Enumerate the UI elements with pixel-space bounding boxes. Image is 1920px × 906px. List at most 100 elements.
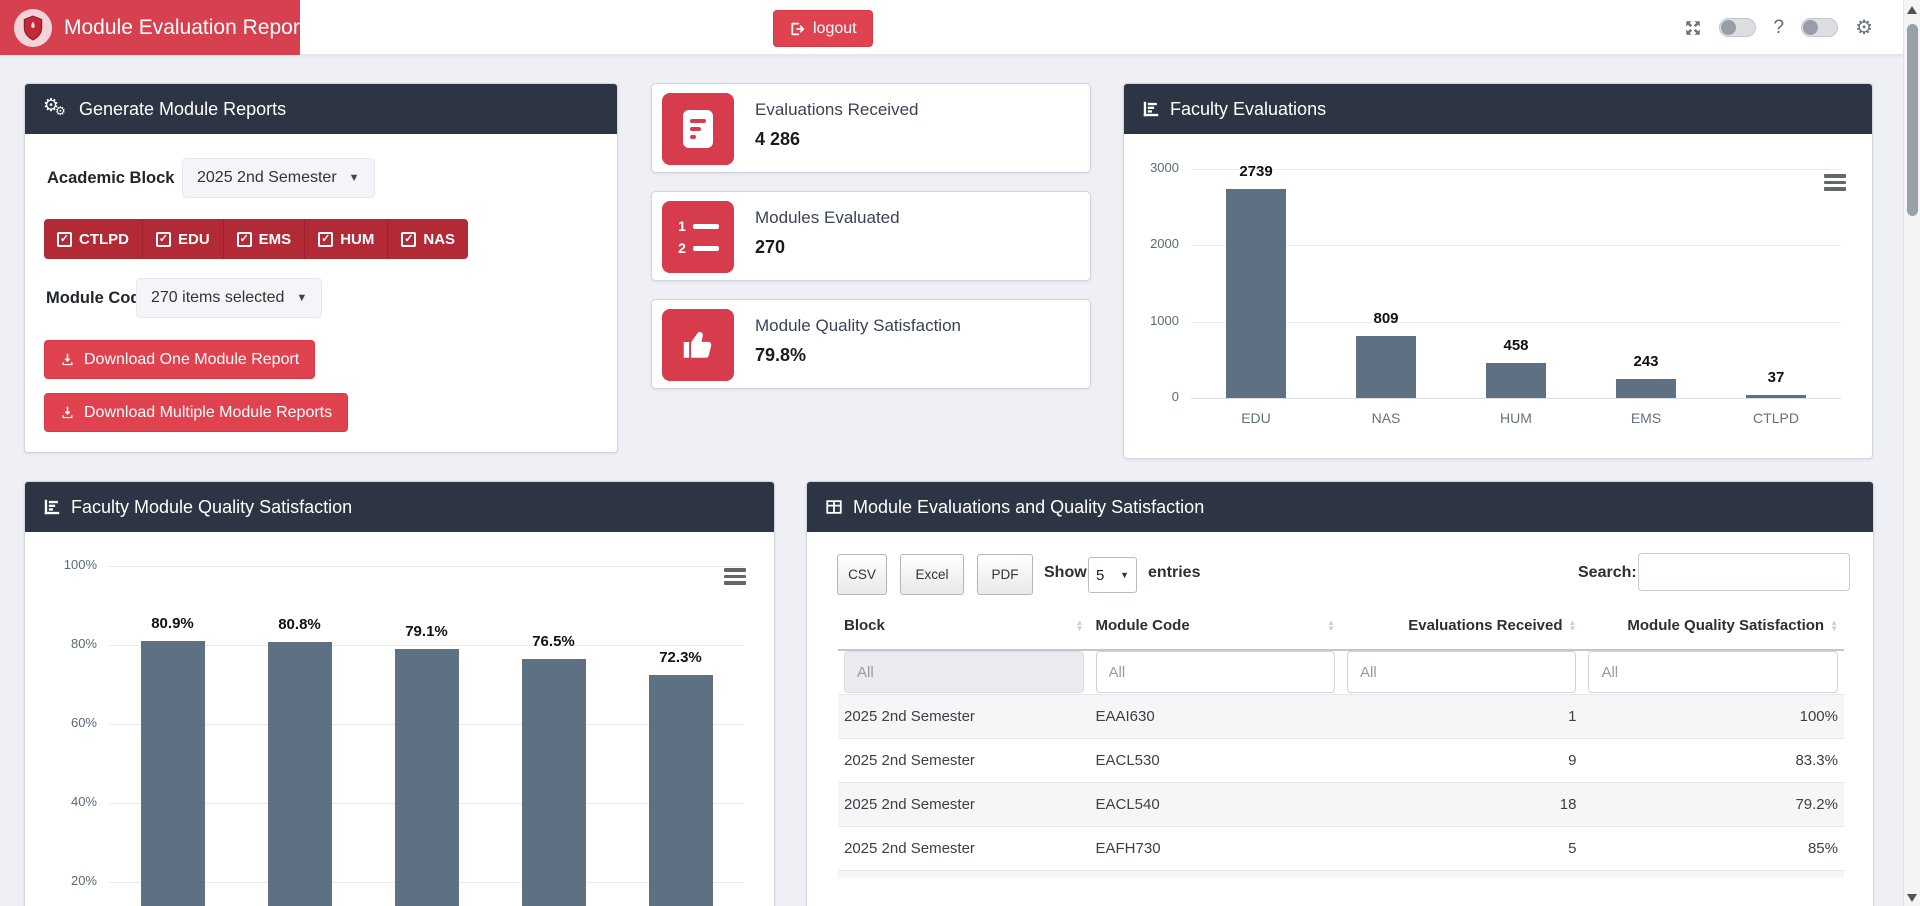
column-header-module-code[interactable]: Module Code ▲ ▼ (1089, 604, 1341, 651)
y-axis-tick: 1000 (1150, 312, 1179, 328)
logout-button[interactable]: logout (773, 10, 873, 47)
gridline (1191, 245, 1841, 247)
help-icon[interactable]: ? (1773, 16, 1785, 38)
table-icon (826, 500, 842, 514)
filter-satisfaction-input[interactable] (1588, 651, 1838, 694)
thumbs-up-icon (662, 309, 734, 381)
export-pdf-button[interactable]: PDF (977, 554, 1033, 595)
chevron-down-icon: ▼ (1120, 570, 1129, 580)
faculty-quality-satisfaction-panel: Faculty Module Quality Satisfaction 100%… (24, 481, 775, 906)
stat-value: 4 286 (755, 129, 801, 149)
bar-value-label: 80.8% (278, 615, 321, 633)
bar-value-label: 2739 (1239, 162, 1273, 180)
faculty-label: CTLPD (79, 230, 129, 248)
table-row-partial (838, 870, 1844, 878)
faculty-label: EDU (178, 230, 210, 248)
checkbox-checked-icon: ✓ (318, 231, 334, 247)
toggle-knob (1721, 20, 1737, 35)
toggle-switch-2[interactable] (1801, 18, 1839, 37)
fullscreen-icon[interactable] (1684, 19, 1702, 37)
column-header-block[interactable]: Block ▲ ▼ (838, 604, 1090, 651)
sign-out-icon (791, 22, 805, 35)
bar-value-label: 76.5% (532, 632, 575, 650)
cell: EACL530 (1089, 738, 1341, 783)
faculty-evaluations-chart: 3000 2000 1000 0 2739 EDU 809 NAS 458 HUM 243 EMS 37… (1124, 134, 1872, 458)
filter-evaluations-input[interactable] (1347, 651, 1577, 694)
bar-value-label: 37 (1767, 369, 1785, 387)
vertical-scrollbar[interactable] (1903, 0, 1920, 906)
chevron-down-icon: ▼ (348, 172, 360, 184)
academic-block-value: 2025 2nd Semester (197, 169, 337, 186)
column-label: Evaluations Received (1408, 617, 1563, 634)
checkbox-checked-icon: ✓ (156, 231, 171, 247)
checkbox-checked-icon: ✓ (236, 231, 252, 247)
bar-edu (1226, 188, 1286, 398)
table-panel-header: Module Evaluations and Quality Satisfact… (807, 482, 1873, 532)
cell: 2025 2nd Semester (838, 826, 1090, 871)
generate-panel-header: ⚙ ⚙ Generate Module Reports (25, 84, 617, 134)
x-axis-category: CTLPD (1753, 410, 1799, 426)
academic-block-dropdown[interactable]: 2025 2nd Semester ▼ (182, 158, 375, 198)
export-excel-button[interactable]: Excel (900, 554, 964, 595)
scroll-down-arrow-icon[interactable] (1907, 894, 1917, 902)
entries-select-value: 5 (1096, 566, 1105, 584)
faculty-toggle-ems[interactable]: ✓ EMS (222, 219, 305, 259)
filter-module-code-input[interactable] (1095, 651, 1335, 694)
logout-label: logout (813, 19, 857, 37)
module-code-dropdown[interactable]: 270 items selected ▼ (136, 278, 323, 318)
search-input[interactable] (1638, 553, 1850, 591)
bar-value-label: 72.3% (659, 649, 702, 667)
faculty-toggle-nas[interactable]: ✓ NAS (387, 219, 469, 259)
cell: 83.3% (1582, 738, 1844, 783)
faculty-filter-group: ✓ CTLPD ✓ EDU ✓ EMS ✓ HUM ✓ NAS (44, 219, 469, 259)
chart-menu-icon[interactable] (724, 568, 746, 585)
faculty-toggle-hum[interactable]: ✓ HUM (304, 219, 388, 259)
scrollbar-thumb[interactable] (1907, 24, 1918, 216)
download-one-report-button[interactable]: Download One Module Report (44, 340, 316, 379)
bar-2 (394, 648, 459, 906)
table-panel-title: Module Evaluations and Quality Satisfact… (853, 496, 1205, 517)
cell: 2025 2nd Semester (838, 782, 1090, 827)
y-axis-tick: 40% (70, 794, 97, 809)
faculty-toggle-edu[interactable]: ✓ EDU (142, 219, 223, 259)
column-label: Block (844, 617, 885, 634)
filter-block-input[interactable] (844, 651, 1084, 694)
table-row: 2025 2nd Semester EACL540 18 79.2% (838, 782, 1844, 827)
gridline (1191, 321, 1841, 323)
academic-block-label: Academic Block (47, 169, 175, 187)
download-multiple-reports-button[interactable]: Download Multiple Module Reports (44, 393, 349, 432)
generate-reports-panel: ⚙ ⚙ Generate Module Reports Academic Bloc… (24, 83, 618, 453)
chart-panel-header: Faculty Evaluations (1124, 84, 1872, 134)
y-axis-tick: 80% (70, 636, 97, 651)
chart-menu-icon[interactable] (1824, 174, 1846, 191)
cell: EACL540 (1089, 782, 1341, 827)
generate-panel-title: Generate Module Reports (79, 98, 287, 119)
entries-label: entries (1148, 564, 1201, 581)
faculty-toggle-ctlpd[interactable]: ✓ CTLPD (44, 219, 142, 259)
cell: 5 (1341, 826, 1583, 871)
column-header-evaluations-received[interactable]: Evaluations Received ▲ ▼ (1341, 604, 1583, 651)
table-row: 2025 2nd Semester EAAI630 1 100% (838, 694, 1844, 739)
x-axis-category: NAS (1371, 410, 1401, 426)
chevron-down-icon: ▼ (296, 292, 308, 304)
gear-icon[interactable]: ⚙ (1855, 17, 1873, 39)
cell: 18 (1341, 782, 1583, 827)
column-header-quality-satisfaction[interactable]: Module Quality Satisfaction ▲ ▼ (1582, 604, 1844, 651)
table-row: 2025 2nd Semester EACL530 9 83.3% (838, 738, 1844, 783)
toggle-switch-1[interactable] (1719, 18, 1757, 37)
scroll-up-arrow-icon[interactable] (1907, 6, 1917, 14)
sort-icon: ▲ ▼ (1327, 617, 1335, 633)
module-code-label: Module Code (46, 289, 150, 307)
download-icon (62, 353, 73, 366)
sort-icon: ▲ ▼ (1830, 617, 1838, 633)
bar-0 (140, 641, 205, 906)
x-axis-category: EDU (1241, 410, 1271, 426)
bar-value-label: 243 (1633, 353, 1659, 371)
stat-label: Evaluations Received (755, 100, 919, 119)
entries-select[interactable]: 5 ▼ (1088, 557, 1137, 593)
sort-icon: ▲ ▼ (1075, 617, 1084, 633)
file-lines-icon (662, 93, 734, 165)
university-logo (14, 8, 52, 47)
export-csv-button[interactable]: CSV (837, 554, 887, 595)
x-axis-category: HUM (1500, 410, 1532, 426)
